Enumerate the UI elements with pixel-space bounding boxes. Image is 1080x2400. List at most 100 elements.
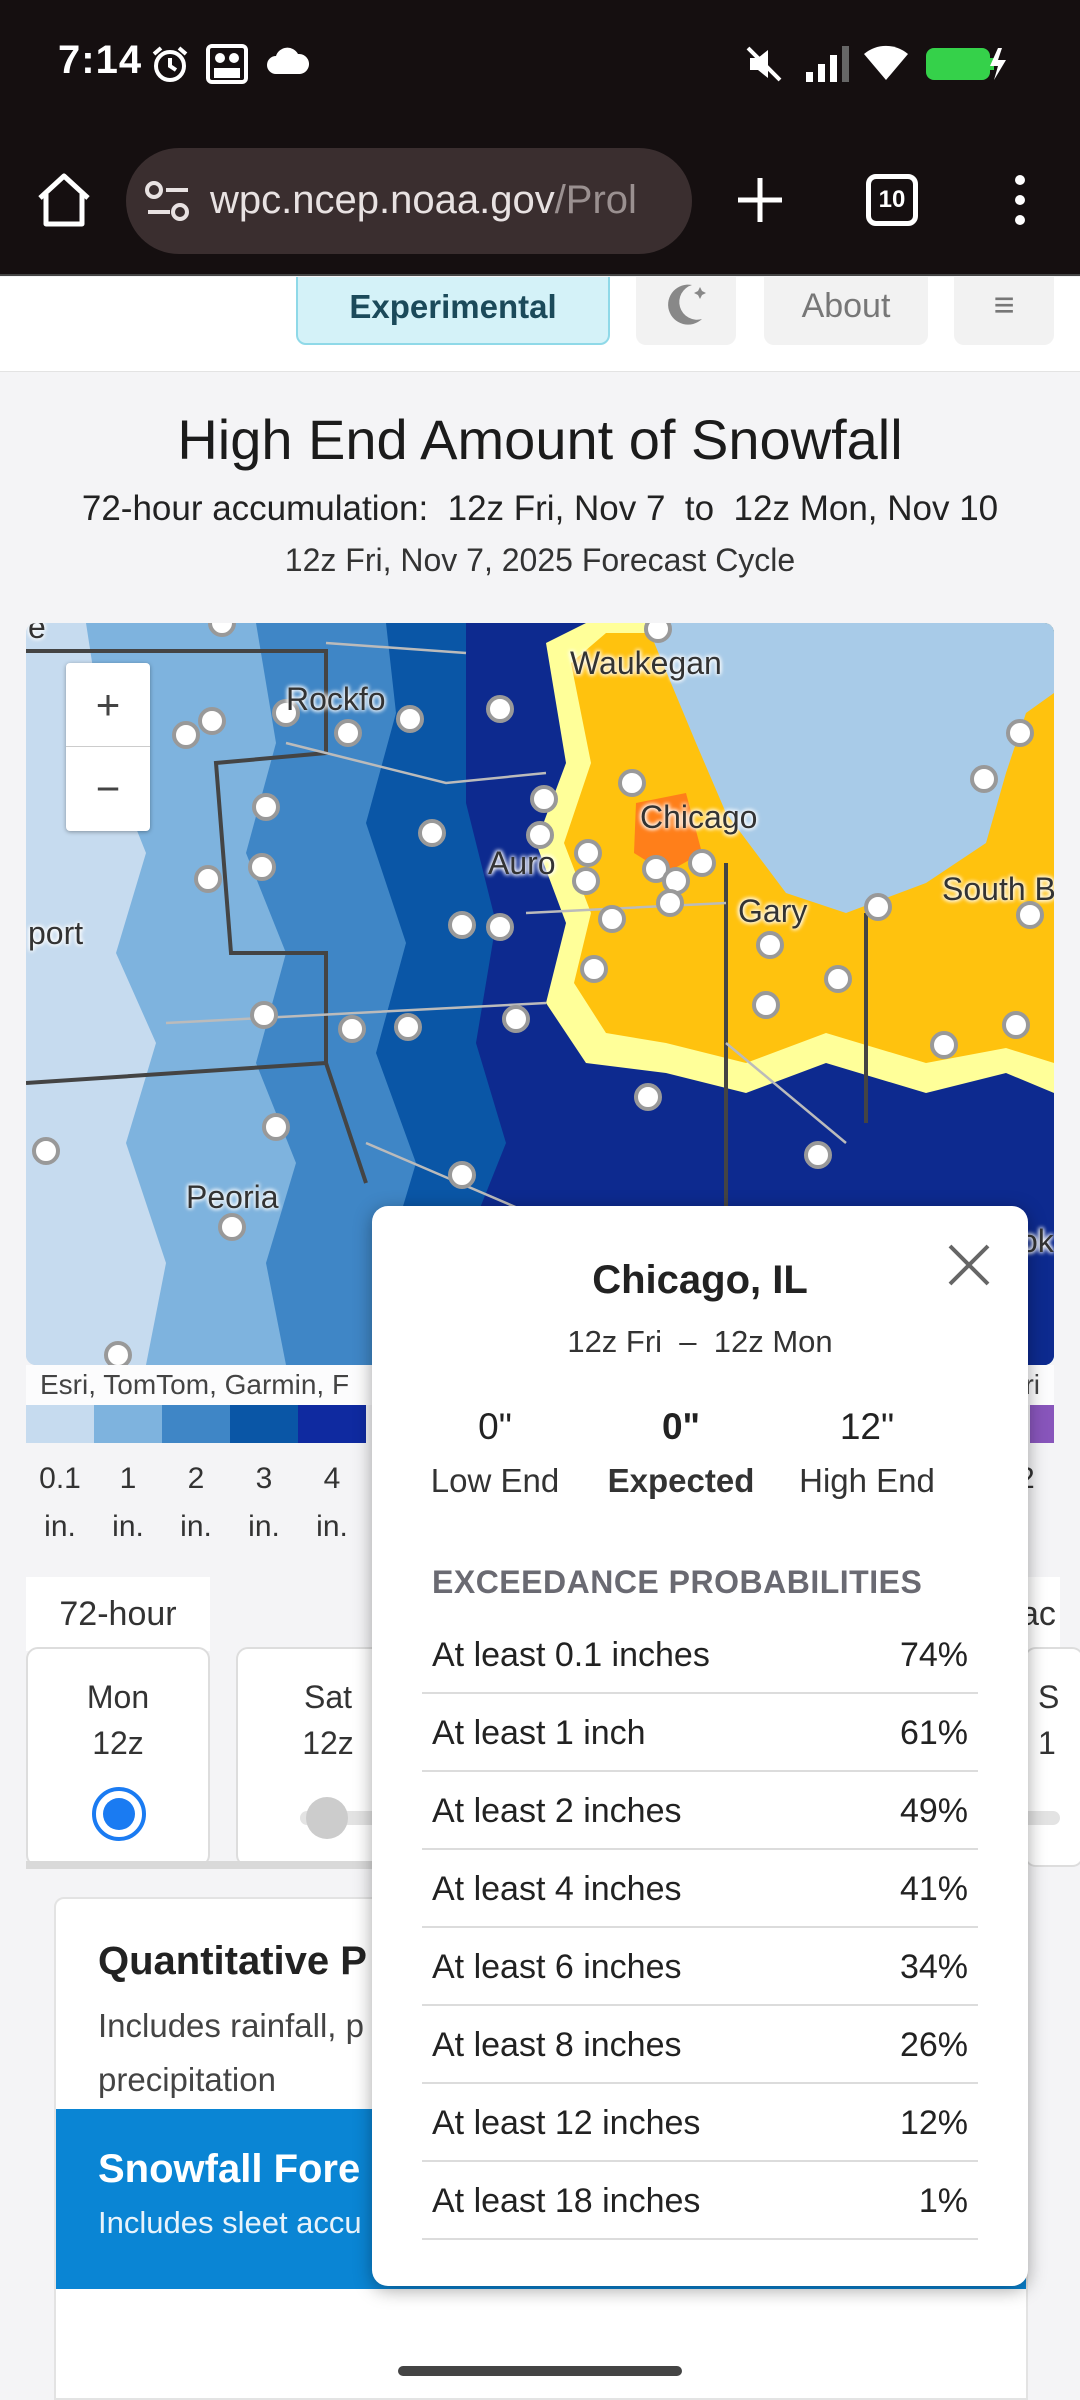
stat-low-end: 0" Low End — [402, 1406, 588, 1500]
tab-switcher-button[interactable]: 10 — [866, 174, 918, 226]
legend-value: 3 — [255, 1462, 273, 1495]
city-label-south-bend: South B — [942, 871, 1054, 907]
site-nav: Experimental About ≡ — [0, 277, 1080, 372]
time-card-time: 12z — [92, 1725, 144, 1761]
legend-swatch-3 — [230, 1405, 298, 1443]
qpf-desc-line: precipitation — [98, 2061, 276, 2098]
more-options-icon[interactable] — [1000, 168, 1040, 232]
stat-value: 0" — [478, 1406, 512, 1447]
stat-value: 0" — [661, 1406, 701, 1447]
qpf-product-desc: Includes rainfall, p precipitation — [98, 1999, 458, 2107]
qpf-desc-line: Includes rainfall, p — [98, 2007, 364, 2044]
exceedance-row: At least 8 inches 26% — [422, 2006, 978, 2084]
stat-label: High End — [799, 1462, 935, 1499]
exceedance-pct: 74% — [899, 1636, 968, 1674]
tab-72-hour[interactable]: 72-hour — [26, 1577, 210, 1651]
snowfall-legend: 0.1in. 1in. 2in. 3in. 4in. 2. — [26, 1405, 1054, 1543]
legend-label-3: 3 in. — [230, 1455, 298, 1551]
time-slider-knob[interactable] — [306, 1797, 348, 1839]
hamburger-menu-button[interactable]: ≡ — [954, 277, 1054, 345]
exceedance-label: At least 4 inches — [432, 1870, 682, 1908]
zoom-out-button[interactable]: − — [95, 765, 121, 812]
zoom-in-button[interactable]: + — [66, 663, 150, 747]
exceedance-label: At least 8 inches — [432, 2026, 682, 2064]
experimental-button[interactable]: Experimental — [296, 277, 610, 345]
exceedance-pct: 41% — [899, 1870, 968, 1908]
card-divider — [26, 1861, 372, 1869]
city-label-freeport: port — [28, 915, 84, 951]
time-card-mon[interactable]: Mon 12z — [26, 1647, 210, 1867]
attribution-text: Esri, TomTom, Garmin, F — [40, 1369, 350, 1400]
home-icon[interactable] — [32, 168, 96, 232]
close-icon[interactable] — [942, 1238, 996, 1292]
stat-value: 12" — [839, 1406, 895, 1447]
alarm-icon — [152, 46, 188, 82]
exceedance-pct: 61% — [899, 1714, 968, 1752]
browser-toolbar: wpc.ncep.noaa.gov/Prol 10 — [0, 130, 1080, 276]
exceedance-pct: 12% — [899, 2104, 968, 2142]
dark-mode-button[interactable] — [636, 277, 736, 345]
legend-label-4: 4 in. — [298, 1455, 366, 1551]
legend-swatch-4 — [298, 1405, 366, 1443]
gesture-navigation-bar[interactable] — [398, 2366, 682, 2376]
signal-icon — [806, 46, 849, 82]
page-title: High End Amount of Snowfall — [177, 408, 903, 471]
exceedance-label: At least 18 inches — [432, 2182, 701, 2220]
time-card-day: Sat — [303, 1679, 353, 1715]
popup-city-name: Chicago, IL — [592, 1258, 808, 1302]
accumulation-period: 72-hour accumulation: 12z Fri, Nov 7 to … — [81, 489, 999, 528]
moon-icon — [668, 284, 706, 325]
exceedance-row: At least 1 inch 61% — [422, 1694, 978, 1772]
snowfall-product-title: Snowfall Fore — [98, 2147, 361, 2191]
photos-icon — [206, 44, 248, 84]
exceedance-pct: 26% — [899, 2026, 968, 2064]
snowfall-product-desc: Includes sleet accu — [98, 2205, 362, 2240]
exceedance-row: At least 12 inches 12% — [422, 2084, 978, 2162]
legend-value: 1 — [119, 1462, 137, 1495]
stat-label: Low End — [430, 1462, 560, 1499]
legend-label-0: 0.1 in. — [26, 1455, 94, 1551]
location-popup: Chicago, IL 12z Fri – 12z Mon 0" Low End… — [372, 1206, 1028, 2286]
time-card-time: 12z — [302, 1725, 354, 1761]
url-host: wpc.ncep.noaa.gov — [210, 178, 555, 222]
mute-icon — [746, 46, 782, 82]
exceedance-label: At least 0.1 inches — [432, 1636, 710, 1674]
popup-time-range: 12z Fri – 12z Mon — [567, 1324, 833, 1359]
cloud-icon — [267, 47, 310, 74]
site-info-icon[interactable] — [144, 178, 192, 224]
exceedance-label: At least 1 inch — [432, 1714, 646, 1752]
city-label-rockford: Rockfo — [286, 681, 386, 717]
city-label-gary: Gary — [738, 893, 808, 929]
city-label-chicago: Chicago — [640, 799, 758, 835]
legend-value: 0.1 — [39, 1462, 81, 1495]
legend-label-2: 2 in. — [162, 1455, 230, 1551]
exceedance-pct: 49% — [899, 1792, 968, 1830]
forecast-cycle: 12z Fri, Nov 7, 2025 Forecast Cycle — [284, 542, 796, 578]
qpf-product-title[interactable]: Quantitative P — [98, 1939, 367, 1983]
wifi-icon — [864, 45, 908, 80]
time-radio-selected[interactable] — [92, 1787, 146, 1841]
exceedance-pct: 1% — [918, 2182, 968, 2220]
legend-unit: in. — [44, 1510, 76, 1543]
city-label-edge-top: e — [28, 623, 46, 645]
time-card-time: 1 — [1038, 1725, 1056, 1761]
url-text[interactable]: wpc.ncep.noaa.gov/Prol — [210, 178, 637, 223]
legend-unit: in. — [316, 1510, 348, 1543]
new-tab-icon[interactable] — [728, 168, 792, 232]
exceedance-row: At least 0.1 inches 74% — [422, 1616, 978, 1694]
status-time: 7:14 — [58, 38, 143, 82]
city-label-aurora: Auro — [488, 845, 556, 881]
about-button[interactable]: About — [764, 277, 928, 345]
exceedance-row: At least 2 inches 49% — [422, 1772, 978, 1850]
address-bar[interactable]: wpc.ncep.noaa.gov/Prol — [126, 148, 692, 254]
time-card-edge[interactable]: S 1 — [1024, 1647, 1080, 1867]
legend-swatch-1 — [94, 1405, 162, 1443]
exceedance-row: At least 4 inches 41% — [422, 1850, 978, 1928]
stat-high-end: 12" High End — [774, 1406, 960, 1500]
attribution-tail: ri — [1024, 1369, 1040, 1400]
exceedance-label: At least 12 inches — [432, 2104, 701, 2142]
exceedance-row: At least 6 inches 34% — [422, 1928, 978, 2006]
battery-charging-icon — [926, 48, 1006, 80]
status-bar: 7:14 — [0, 0, 1080, 130]
exceedance-label: At least 2 inches — [432, 1792, 682, 1830]
